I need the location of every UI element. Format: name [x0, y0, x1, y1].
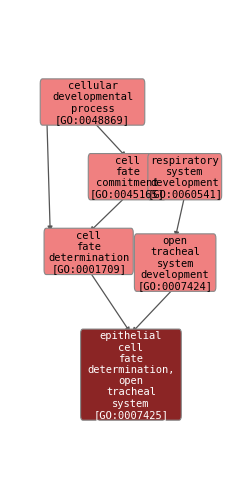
FancyBboxPatch shape [81, 330, 181, 420]
FancyBboxPatch shape [134, 234, 216, 292]
FancyBboxPatch shape [40, 80, 145, 126]
Text: respiratory
system
development
[GO:0060541]: respiratory system development [GO:00605… [147, 155, 222, 199]
FancyBboxPatch shape [148, 154, 222, 200]
Text: open
tracheal
system
development
[GO:0007424]: open tracheal system development [GO:000… [138, 236, 213, 290]
FancyBboxPatch shape [44, 229, 133, 275]
Text: cellular
developmental
process
[GO:0048869]: cellular developmental process [GO:00488… [52, 81, 133, 124]
Text: cell
fate
commitment
[GO:0045165]: cell fate commitment [GO:0045165] [90, 155, 165, 199]
Text: cell
fate
determination
[GO:0001709]: cell fate determination [GO:0001709] [48, 230, 129, 273]
FancyBboxPatch shape [88, 154, 166, 200]
Text: epithelial
cell
fate
determination,
open
tracheal
system
[GO:0007425]: epithelial cell fate determination, open… [87, 331, 175, 419]
